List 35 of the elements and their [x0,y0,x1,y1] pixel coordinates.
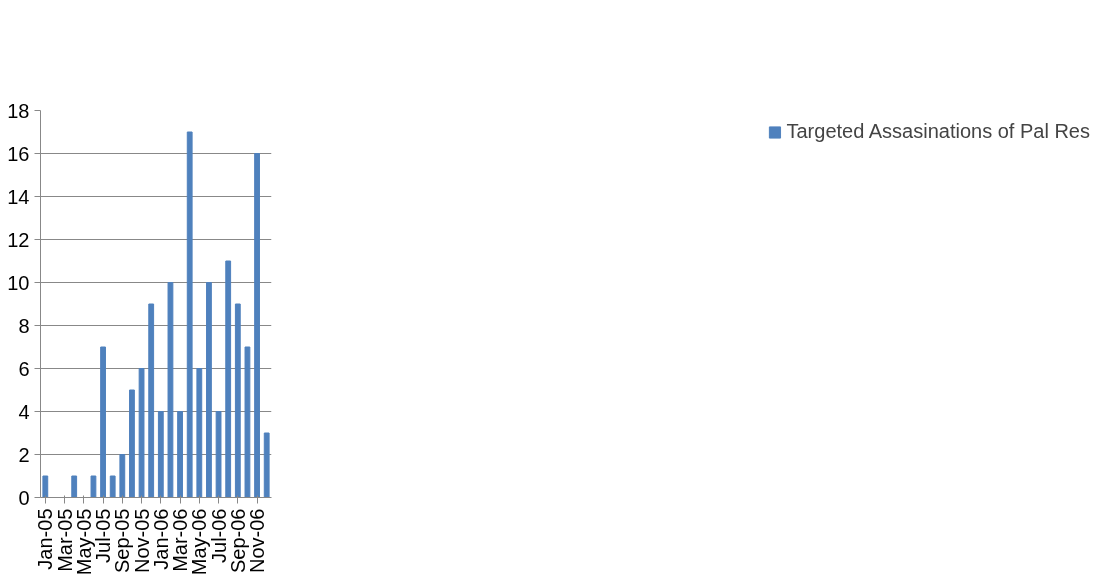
bar [225,260,232,498]
bar [42,475,49,498]
y-tick-label: 10 [7,271,30,294]
bar [167,282,174,498]
bar [177,411,183,498]
y-tick-label: 18 [7,99,30,122]
bar [71,475,78,498]
y-tick-label: 12 [7,228,30,251]
y-tick-label: 14 [7,185,30,208]
bar [234,303,241,498]
y-tick-label: 4 [18,400,30,423]
y-tick-label: 2 [18,443,30,466]
x-tick-label: Sep-06 [226,508,249,573]
y-tick-label: 6 [18,357,30,380]
bar [148,303,155,498]
bar [186,131,193,498]
x-tick-label: Jan-06 [149,508,172,570]
bar [206,282,212,498]
bar [215,411,222,498]
y-tick-label: 8 [18,314,30,337]
x-tick-label: Sep-05 [111,508,134,573]
bar [244,346,251,498]
legend-label: Targeted Assasinations of Pal Res [786,120,1090,143]
bar [196,368,203,498]
y-tick-label: 16 [7,142,30,165]
bar [157,411,164,498]
bar [129,389,135,498]
bar [138,368,145,498]
bar [263,432,270,498]
bar [90,475,97,498]
bar [254,153,260,498]
bar [119,454,126,498]
bar [100,346,106,498]
y-tick-label: 0 [18,486,30,509]
bar [109,475,116,498]
